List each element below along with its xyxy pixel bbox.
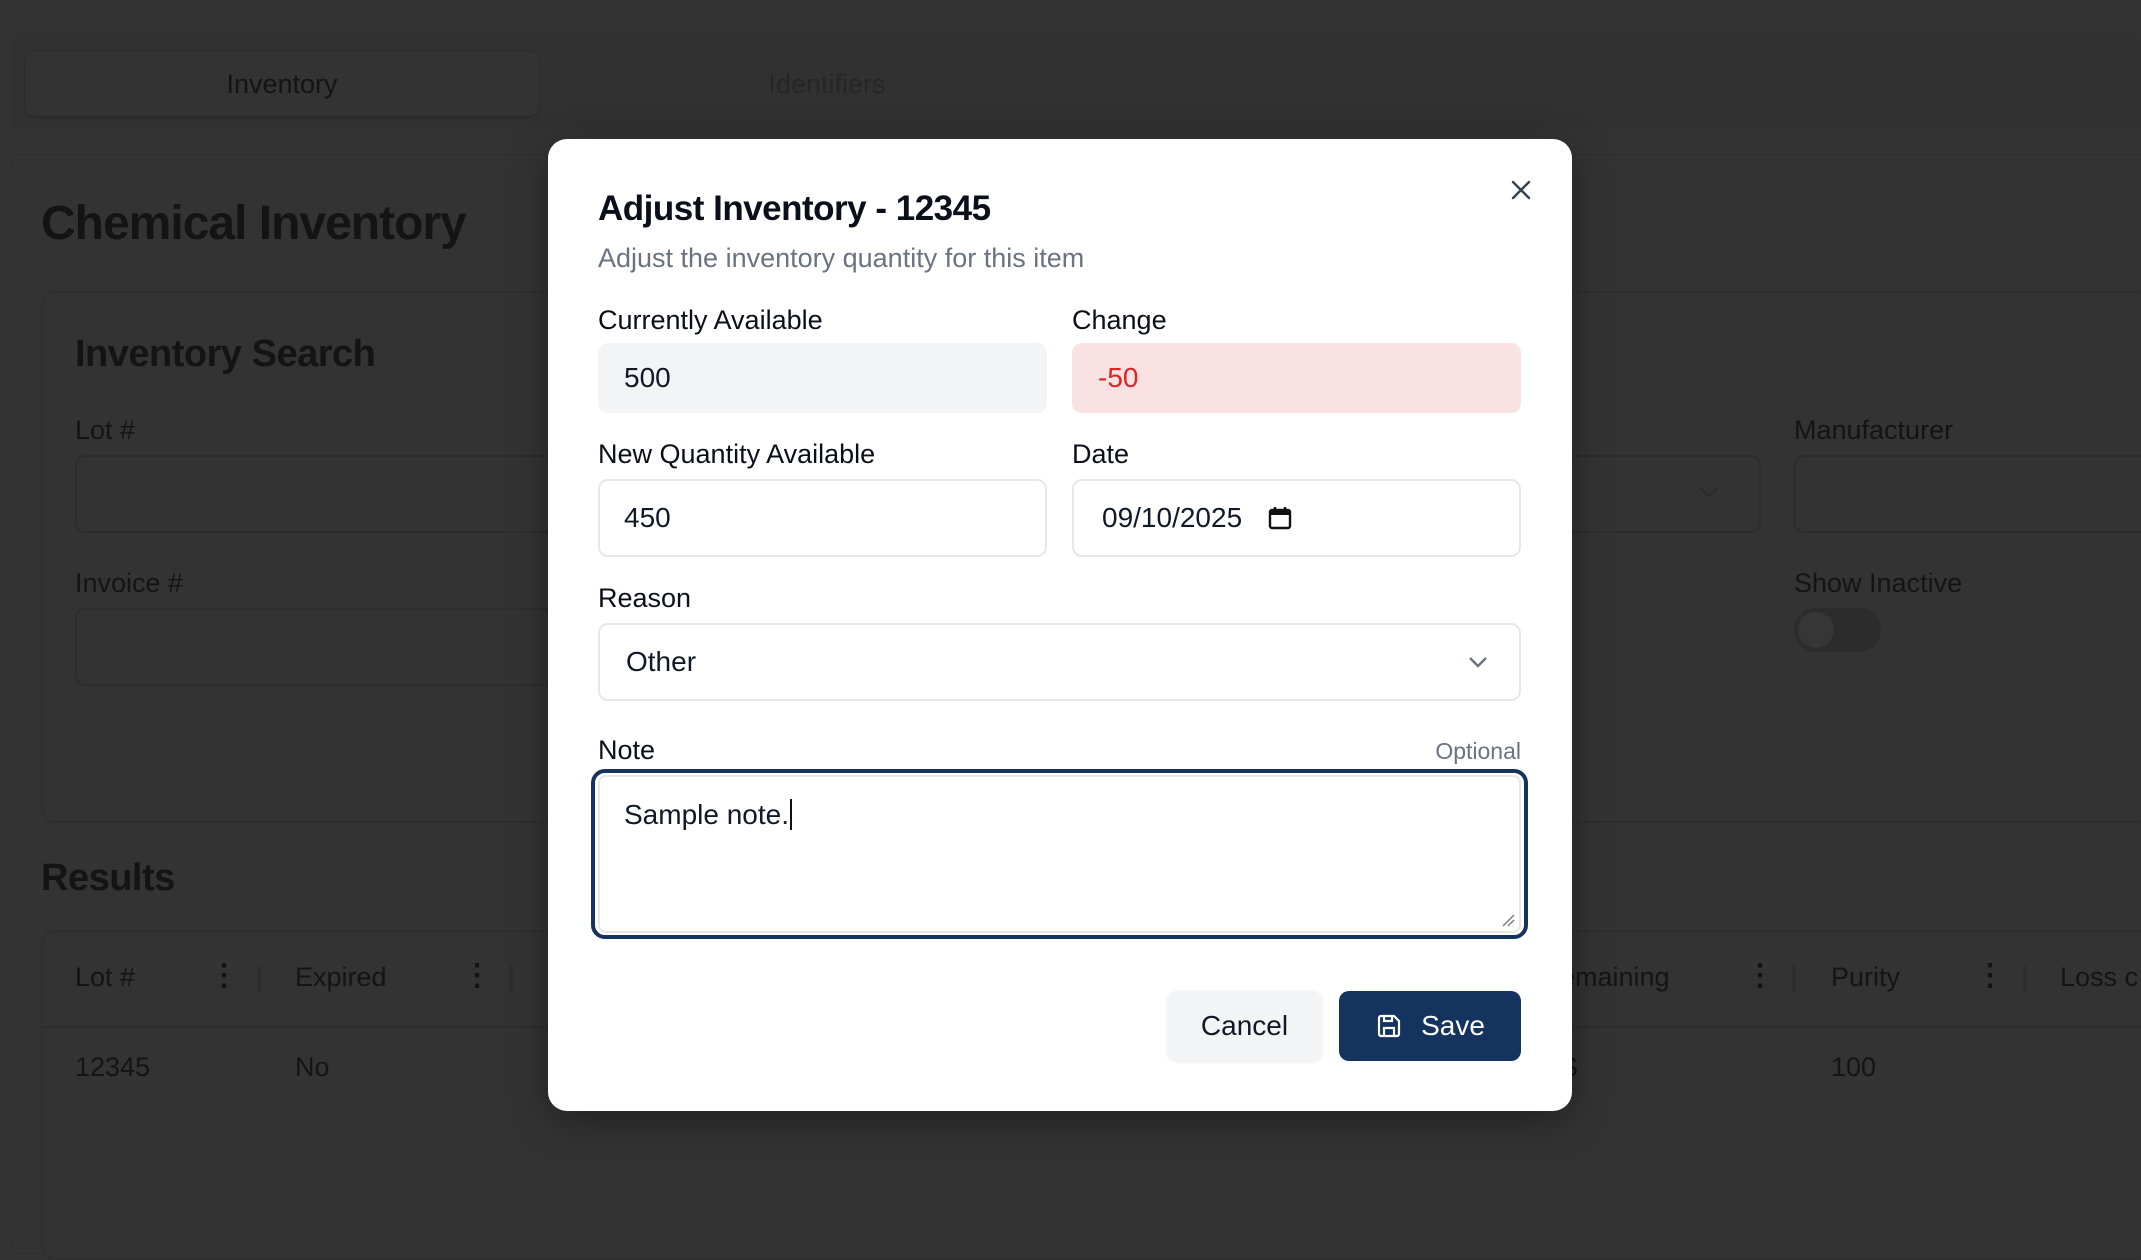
invoice-label: Invoice #	[75, 568, 184, 598]
reason-value: Other	[626, 646, 697, 677]
lot-label: Lot #	[75, 415, 136, 445]
toggle-knob	[1798, 612, 1834, 648]
tab-bar: Inventory Identifiers	[10, 34, 2141, 130]
show-inactive-label: Show Inactive	[1794, 568, 1963, 598]
show-inactive-toggle[interactable]	[1794, 608, 1881, 652]
note-textarea[interactable]: Sample note.​	[598, 775, 1521, 933]
column-resize-handle[interactable]	[257, 966, 261, 992]
tab-identifiers[interactable]: Identifiers	[768, 68, 886, 99]
column-menu-icon[interactable]: ⋮	[1975, 959, 2005, 992]
invoice-input[interactable]	[75, 608, 555, 686]
manufacturer-label: Manufacturer	[1794, 415, 1954, 445]
save-label: Save	[1421, 1010, 1485, 1041]
cell-lot: 12345	[75, 1052, 151, 1082]
page-title: Chemical Inventory	[41, 197, 467, 250]
column-header-remaining[interactable]: emaining	[1560, 962, 1670, 992]
currently-available-label: Currently Available	[598, 305, 823, 335]
results-title: Results	[41, 857, 175, 899]
note-value: Sample note.	[624, 799, 789, 830]
cell-expired: No	[295, 1052, 330, 1082]
column-menu-icon[interactable]: ⋮	[1745, 959, 1775, 992]
save-icon	[1377, 1014, 1401, 1038]
filter-select[interactable]	[1560, 455, 1761, 533]
lot-input[interactable]	[75, 455, 555, 533]
column-header-lot[interactable]: Lot #	[75, 962, 136, 992]
date-input[interactable]: 09/10/2025	[1072, 479, 1521, 557]
manufacturer-input[interactable]	[1794, 455, 2141, 533]
new-quantity-input[interactable]: 450	[598, 479, 1047, 557]
dialog-subtitle: Adjust the inventory quantity for this i…	[598, 243, 1085, 273]
note-optional-hint: Optional	[1435, 738, 1521, 764]
date-label: Date	[1072, 439, 1130, 469]
search-title: Inventory Search	[75, 333, 376, 375]
column-header-purity[interactable]: Purity	[1831, 962, 1901, 992]
focus-ring	[591, 769, 1528, 939]
save-button[interactable]: Save	[1339, 991, 1521, 1061]
column-resize-handle[interactable]	[2023, 966, 2027, 992]
resize-handle-icon[interactable]	[1501, 913, 1515, 927]
column-menu-icon[interactable]: ⋮	[462, 959, 492, 992]
dialog-title: Adjust Inventory - 12345	[598, 189, 991, 228]
reason-label: Reason	[598, 583, 692, 613]
text-cursor: ​	[790, 799, 792, 830]
new-quantity-label: New Quantity Available	[598, 439, 876, 469]
chevron-down-icon	[1699, 487, 1719, 498]
calendar-icon[interactable]	[1268, 506, 1292, 530]
date-value: 09/10/2025	[1102, 502, 1243, 533]
close-icon[interactable]	[1506, 175, 1536, 205]
column-header-expired[interactable]: Expired	[295, 962, 387, 992]
cell-purity: 100	[1831, 1052, 1877, 1082]
change-label: Change	[1072, 305, 1167, 335]
chevron-down-icon	[1469, 657, 1487, 668]
cancel-button[interactable]: Cancel	[1167, 991, 1322, 1061]
note-label: Note	[598, 735, 656, 765]
column-resize-handle[interactable]	[509, 966, 513, 992]
reason-select[interactable]: Other	[598, 623, 1521, 701]
column-resize-handle[interactable]	[1792, 966, 1796, 992]
change-field[interactable]: -50	[1072, 343, 1521, 413]
tab-inventory[interactable]: Inventory	[25, 52, 539, 116]
column-header-loss[interactable]: Loss c	[2060, 962, 2139, 992]
currently-available-field: 500	[598, 343, 1047, 413]
adjust-inventory-dialog: Adjust Inventory - 12345 Adjust the inve…	[548, 139, 1572, 1111]
column-menu-icon[interactable]: ⋮	[209, 959, 239, 992]
